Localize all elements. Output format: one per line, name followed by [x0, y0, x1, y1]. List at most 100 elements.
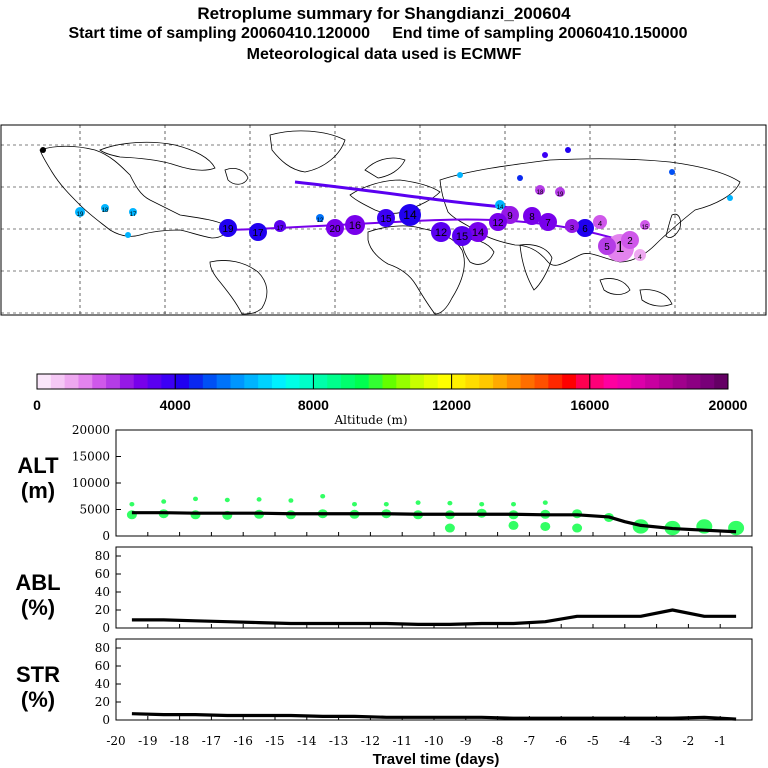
plume-dot: [125, 232, 131, 238]
plume-marker: [621, 231, 639, 249]
plume-number: 7: [545, 218, 551, 229]
colorbar-swatch: [106, 374, 121, 389]
plume-number: 12: [435, 227, 447, 239]
colorbar-swatch: [493, 374, 508, 389]
plume-marker: [489, 213, 507, 231]
y-tick-label: 20: [95, 695, 110, 709]
plume-marker: [565, 219, 579, 233]
altitude-point: [728, 520, 745, 536]
colorbar-swatch: [589, 374, 605, 389]
colorbar-swatch: [575, 374, 591, 389]
met-data-note: Meteorological data used is ECMWF: [246, 46, 522, 63]
colorbar-swatch: [658, 374, 674, 389]
sampling-time: Start time of sampling 20060410.120000 E…: [68, 25, 688, 42]
plume-dot: [40, 147, 46, 153]
plume-number: 19: [77, 212, 84, 218]
plume-marker: [452, 226, 472, 246]
panel-frame: [115, 546, 753, 629]
colorbar-swatch: [700, 374, 715, 389]
plume-marker: [274, 220, 286, 232]
plume-number: 18: [537, 190, 544, 196]
plume-marker: [468, 222, 488, 242]
colorbar-swatch: [50, 374, 66, 389]
altitude-point: [444, 523, 455, 533]
x-tick-label: -3: [651, 734, 663, 748]
panel-frame: [115, 429, 753, 537]
plume-marker: [75, 207, 85, 217]
colorbar-swatch: [465, 374, 480, 389]
colorbar-tick-label: 12000: [432, 397, 471, 413]
colorbar-swatch: [133, 374, 148, 389]
colorbar-swatch: [534, 374, 549, 389]
colorbar-swatch: [617, 374, 632, 389]
colorbar-swatch: [37, 374, 52, 389]
y-tick-label: 0: [102, 621, 110, 635]
plume-marker: [129, 208, 137, 216]
x-tick-label: -9: [460, 734, 472, 748]
colorbar: 0 4000 8000 12000 16000 20000: [33, 373, 748, 413]
colorbar-swatch: [562, 374, 577, 389]
x-tick-label: -8: [492, 734, 504, 748]
plume-number: 8: [529, 212, 535, 223]
panel-unit: (%): [21, 687, 55, 712]
plume-number: 3: [570, 223, 574, 232]
panel-frame: [115, 638, 753, 721]
plume-marker: [249, 223, 267, 241]
plume-number: 15: [642, 225, 649, 231]
plume-number: 4: [638, 254, 642, 261]
panel-label: ABL: [15, 570, 60, 595]
altitude-point: [508, 520, 519, 530]
x-tick-label: -7: [524, 734, 536, 748]
colorbar-swatch: [714, 374, 729, 389]
colorbar-swatch: [230, 374, 245, 389]
plume-number: 14: [497, 205, 504, 211]
y-tick-label: 80: [95, 641, 110, 655]
y-tick-label: 5000: [79, 503, 110, 517]
colorbar-swatch: [437, 374, 452, 389]
panel-label: STR: [16, 662, 60, 687]
altitude-point: [256, 497, 262, 502]
colorbar-swatch: [64, 374, 79, 389]
series-line: [131, 511, 737, 534]
colorbar-tick-label: 0: [33, 397, 41, 413]
x-tick-label: -18: [170, 734, 189, 748]
plume-marker: [640, 220, 650, 230]
plume-dot: [457, 172, 463, 178]
plume-number: 9: [507, 211, 513, 222]
colorbar-frame: [36, 373, 729, 390]
plume-number: 19: [557, 192, 564, 198]
plume-marker: [539, 213, 557, 231]
colorbar-swatch: [506, 374, 522, 389]
altitude-point: [479, 501, 485, 507]
trajectory-line: [224, 218, 621, 241]
plume-number: 14: [472, 227, 484, 239]
plume-marker: [326, 219, 344, 237]
colorbar-swatch: [672, 374, 687, 389]
x-tick-label: -17: [202, 734, 221, 748]
plume-marker: [345, 215, 365, 235]
colorbar-swatch: [299, 374, 314, 389]
colorbar-swatch: [631, 374, 646, 389]
plume-marker: [219, 219, 237, 237]
colorbar-label: Altitude (m): [333, 413, 407, 427]
colorbar-swatch: [410, 374, 425, 389]
plume-number: 17: [276, 225, 284, 232]
plume-marker: [316, 214, 324, 222]
x-tick-label: -20: [106, 734, 125, 748]
plume-number: 20: [330, 224, 341, 235]
x-tick-label: -5: [587, 734, 599, 748]
colorbar-tick-label: 20000: [709, 397, 748, 413]
x-tick-label: -14: [297, 734, 317, 748]
plume-marker: [377, 209, 395, 227]
colorbar-swatch: [285, 374, 300, 389]
panel-label: ALT: [17, 453, 59, 478]
panel-alt: ALT(m) 20000 15000 10000 5000 0: [17, 423, 753, 543]
y-tick-label: 10000: [72, 476, 110, 490]
plume-number: 17: [253, 228, 264, 239]
plume-number: 18: [102, 208, 109, 214]
x-tick-label: -1: [714, 734, 726, 748]
colorbar-swatch: [341, 374, 356, 389]
